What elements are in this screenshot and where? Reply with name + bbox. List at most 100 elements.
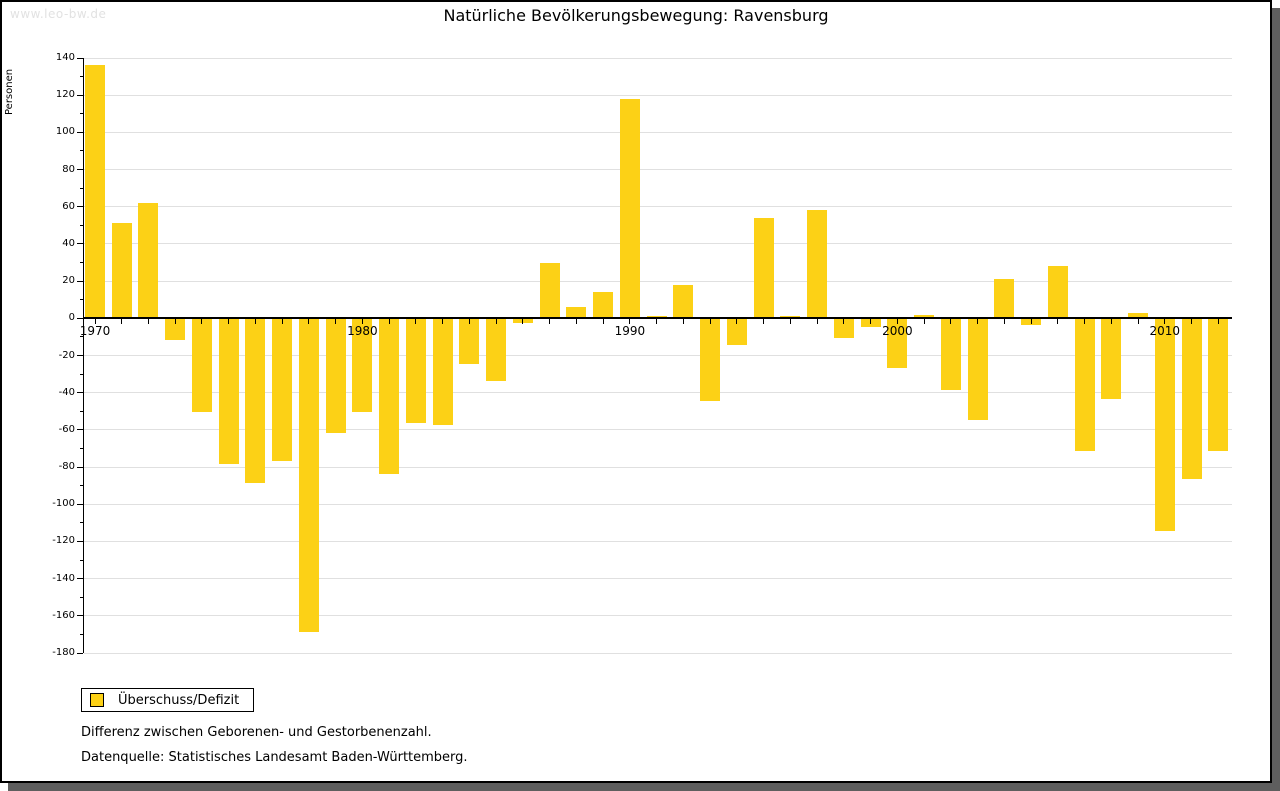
- gridline-140: [84, 57, 1232, 59]
- x-tick-2008: [1110, 319, 1112, 325]
- x-tick-2003: [977, 319, 979, 325]
- y-minor-tick--90: [80, 485, 83, 487]
- bar-2000: [887, 319, 908, 368]
- y-minor-tick--30: [80, 373, 83, 375]
- x-tick-2011: [1191, 319, 1193, 325]
- x-tick-1980: [361, 319, 363, 325]
- x-tick-label-2010: 2010: [1149, 324, 1181, 339]
- y-tick-60: [77, 206, 83, 208]
- y-tick-label--60: -60: [58, 423, 75, 435]
- bar-2003: [967, 319, 988, 420]
- x-tick-1984: [468, 319, 470, 325]
- bar-1972: [138, 203, 159, 319]
- y-tick-label--80: -80: [58, 461, 75, 473]
- y-minor-tick--110: [80, 522, 83, 524]
- x-tick-1996: [789, 319, 791, 325]
- x-tick-2005: [1030, 319, 1032, 325]
- y-minor-tick-130: [80, 76, 83, 78]
- y-tick-label--40: -40: [58, 386, 75, 398]
- x-tick-1997: [816, 319, 818, 325]
- y-minor-tick--170: [80, 633, 83, 635]
- x-tick-1970: [94, 319, 96, 325]
- y-minor-tick-10: [80, 299, 83, 301]
- gridline--140: [84, 578, 1232, 580]
- bar-1989: [593, 292, 614, 319]
- x-tick-2007: [1084, 319, 1086, 325]
- legend-swatch-icon: [90, 693, 104, 707]
- gridline-80: [84, 169, 1232, 171]
- gridline-100: [84, 131, 1232, 133]
- x-tick-2000: [896, 319, 898, 325]
- bar-1979: [325, 319, 346, 433]
- x-tick-2002: [950, 319, 952, 325]
- bar-2007: [1074, 319, 1095, 452]
- bar-2004: [994, 279, 1015, 319]
- x-tick-1973: [174, 319, 176, 325]
- watermark: www.leo-bw.de: [10, 7, 107, 21]
- y-tick--100: [77, 503, 83, 505]
- bar-1976: [245, 319, 266, 483]
- y-tick--140: [77, 578, 83, 580]
- legend: Überschuss/Defizit: [81, 688, 255, 712]
- x-tick-1982: [415, 319, 417, 325]
- x-tick-1983: [442, 319, 444, 325]
- x-tick-1992: [682, 319, 684, 325]
- bar-2010: [1154, 319, 1175, 532]
- x-tick-1994: [736, 319, 738, 325]
- bar-1987: [539, 262, 560, 319]
- y-tick-label-140: 140: [55, 52, 75, 63]
- bar-1975: [218, 319, 239, 465]
- x-tick-1987: [549, 319, 551, 325]
- gridline--180: [84, 652, 1232, 654]
- bar-1994: [726, 319, 747, 346]
- y-tick-label--140: -140: [52, 572, 75, 584]
- bar-1984: [459, 319, 480, 364]
- y-tick-20: [77, 280, 83, 282]
- bar-1982: [405, 319, 426, 424]
- x-tick-1991: [656, 319, 658, 325]
- x-tick-label-1980: 1980: [347, 324, 378, 339]
- y-tick-label-80: 80: [62, 163, 75, 175]
- y-tick-label-100: 100: [55, 126, 75, 138]
- gridline--120: [84, 540, 1232, 542]
- y-tick-0: [77, 317, 83, 319]
- x-tick-1977: [281, 319, 283, 325]
- gridline-120: [84, 94, 1232, 96]
- gridline--40: [84, 392, 1232, 394]
- bar-1977: [272, 319, 293, 461]
- bar-1974: [191, 319, 212, 413]
- x-tick-1974: [201, 319, 203, 325]
- footnote-source: Datenquelle: Statistisches Landesamt Bad…: [81, 750, 468, 765]
- x-tick-1981: [388, 319, 390, 325]
- y-minor-tick--50: [80, 410, 83, 412]
- bar-1981: [379, 319, 400, 474]
- bar-2002: [940, 319, 961, 390]
- y-tick-label--160: -160: [52, 609, 75, 621]
- y-minor-tick-70: [80, 187, 83, 189]
- gridline-60: [84, 206, 1232, 208]
- x-tick-2001: [923, 319, 925, 325]
- gridline--160: [84, 615, 1232, 617]
- gridline-20: [84, 280, 1232, 282]
- x-tick-2006: [1057, 319, 1059, 325]
- bar-1993: [700, 319, 721, 402]
- x-tick-1989: [602, 319, 604, 325]
- y-tick-label-20: 20: [62, 275, 75, 287]
- y-minor-tick-50: [80, 224, 83, 226]
- y-axis-line: [83, 58, 84, 653]
- y-tick-label-0: 0: [68, 312, 75, 324]
- bar-1980: [352, 319, 373, 413]
- x-tick-label-1990: 1990: [614, 324, 646, 339]
- y-minor-tick-30: [80, 262, 83, 264]
- bar-1998: [833, 319, 854, 338]
- y-tick-label--120: -120: [52, 535, 75, 547]
- bar-1978: [298, 319, 319, 632]
- x-tick-1971: [121, 319, 123, 325]
- y-minor-tick--10: [80, 336, 83, 338]
- x-tick-1998: [843, 319, 845, 325]
- bar-1988: [566, 307, 587, 319]
- x-tick-label-2000: 2000: [882, 324, 913, 339]
- x-tick-1990: [629, 319, 631, 325]
- x-tick-label-1970: 1970: [79, 324, 111, 339]
